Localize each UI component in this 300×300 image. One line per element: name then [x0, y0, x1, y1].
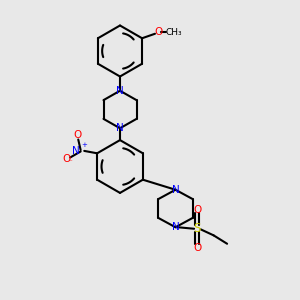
- Text: N: N: [172, 222, 179, 232]
- Text: O: O: [74, 130, 82, 140]
- Text: N: N: [116, 86, 124, 96]
- Text: N: N: [72, 146, 80, 156]
- Text: O: O: [155, 27, 163, 37]
- Text: O: O: [193, 205, 201, 215]
- Text: +: +: [82, 142, 87, 148]
- Text: O: O: [62, 154, 70, 164]
- Text: O: O: [193, 243, 201, 253]
- Text: CH₃: CH₃: [166, 28, 182, 37]
- Text: ⁻: ⁻: [68, 159, 72, 165]
- Text: S: S: [194, 222, 201, 235]
- Text: N: N: [116, 123, 124, 133]
- Text: N: N: [172, 185, 179, 195]
